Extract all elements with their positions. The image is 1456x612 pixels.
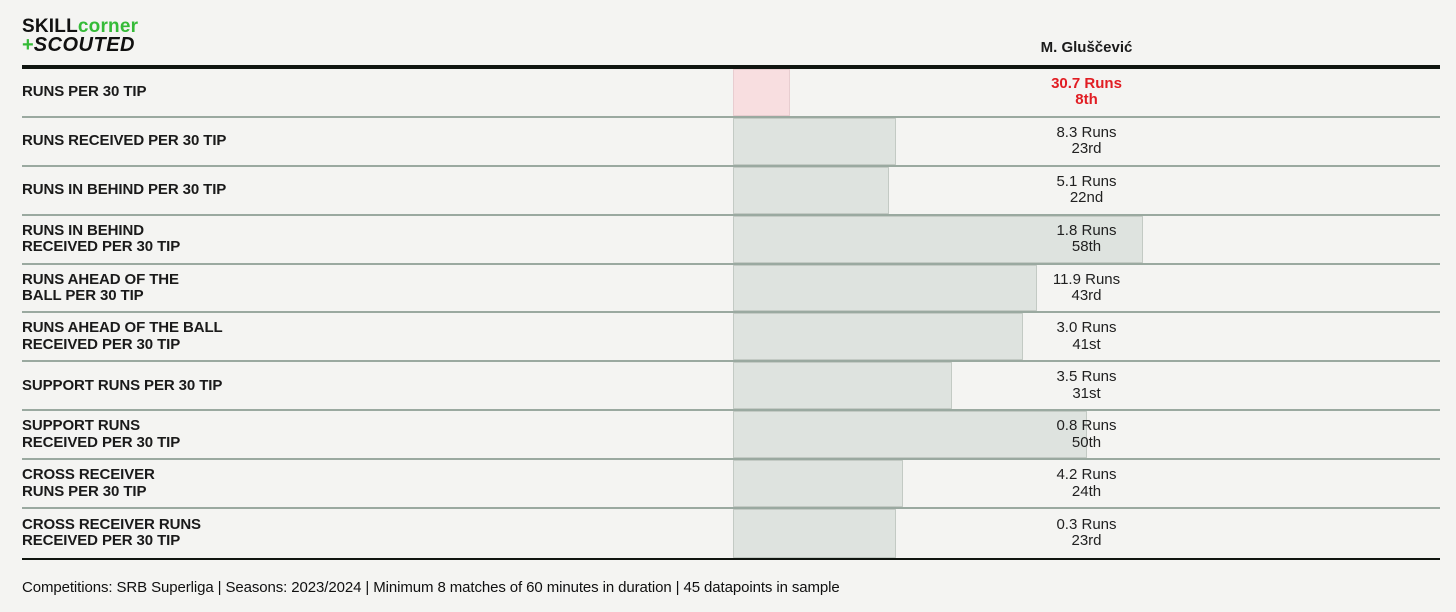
value-percentile-text: 22nd: [1069, 189, 1104, 207]
bar-track: 11.9 Runs 43rd: [733, 264, 1440, 312]
logo-corner-text: corner: [77, 16, 139, 37]
metric-label: CROSS RECEIVER RUNS RECEIVED PER 30 TIP: [22, 515, 201, 550]
player-name: M. Gluščević: [1040, 39, 1133, 56]
value-runs-text: 30.7 Runs: [1051, 74, 1122, 92]
logo-plus-icon: +: [22, 34, 34, 56]
value-runs-text: 4.2 Runs: [1056, 466, 1117, 484]
bar-track: 0.8 Runs 50th: [733, 411, 1440, 459]
logo-skill-text: SKILL: [22, 16, 78, 37]
metric-label: CROSS RECEIVER RUNS PER 30 TIP: [22, 466, 155, 500]
metric-row: RUNS IN BEHIND PER 30 TIP 5.1 Runs 22nd: [22, 166, 1440, 216]
bar-track: 1.8 Runs 58th: [733, 215, 1440, 263]
bar-track: 8.3 Runs 23rd: [733, 117, 1440, 165]
value-runs-text: 0.8 Runs: [1056, 417, 1117, 435]
metric-row: CROSS RECEIVER RUNS RECEIVED PER 30 TIP 0…: [22, 509, 1440, 558]
value-percentile-text: 50th: [1071, 433, 1102, 451]
metric-row: RUNS AHEAD OF THE BALL RECEIVED PER 30 TI…: [22, 313, 1440, 363]
value-label: 3.5 Runs 31st: [733, 362, 1440, 409]
value-percentile-text: 41st: [1072, 335, 1101, 353]
value-runs-text: 1.8 Runs: [1056, 221, 1117, 239]
percentile-bar: [733, 362, 953, 410]
value-label: 1.8 Runs 58th: [733, 216, 1440, 263]
percentile-bar: [733, 166, 889, 214]
header-left: SKILLcorner +SCOUTED: [22, 0, 733, 65]
metric-label: RUNS IN BEHIND RECEIVED PER 30 TIP: [22, 221, 181, 256]
value-percentile-text: 23rd: [1071, 140, 1102, 158]
logo-line-1: SKILLcorner: [22, 17, 138, 36]
bar-track: 3.0 Runs 41st: [733, 313, 1440, 361]
value-label: 30.7 Runs 8th: [733, 69, 1440, 116]
value-label: 11.9 Runs 43rd: [733, 265, 1440, 312]
footer-note: Competitions: SRB Superliga | Seasons: 2…: [22, 578, 840, 596]
skillcorner-scouted-logo: SKILLcorner +SCOUTED: [22, 17, 138, 55]
bar-track: 30.7 Runs 8th: [733, 69, 1440, 116]
value-label: 0.8 Runs 50th: [733, 411, 1440, 458]
percentile-bar: [733, 69, 790, 116]
value-runs-text: 11.9 Runs: [1052, 270, 1121, 288]
value-label: 5.1 Runs 22nd: [733, 167, 1440, 214]
value-runs-text: 8.3 Runs: [1056, 123, 1117, 141]
value-label: 4.2 Runs 24th: [733, 460, 1440, 507]
bar-track: 3.5 Runs 31st: [733, 362, 1440, 410]
metric-label: RUNS AHEAD OF THE BALL RECEIVED PER 30 TI…: [22, 319, 223, 353]
value-percentile-text: 23rd: [1071, 532, 1102, 550]
metric-label: SUPPORT RUNS PER 30 TIP: [22, 376, 223, 394]
bar-track: 4.2 Runs 24th: [733, 460, 1440, 508]
metric-label: RUNS PER 30 TIP: [22, 83, 147, 101]
logo-line-2: +SCOUTED: [22, 34, 138, 56]
metric-label: SUPPORT RUNS RECEIVED PER 30 TIP: [22, 417, 181, 451]
metric-row: CROSS RECEIVER RUNS PER 30 TIP 4.2 Runs 2…: [22, 460, 1440, 510]
percentile-bar: [733, 509, 896, 558]
value-percentile-text: 43rd: [1071, 287, 1102, 304]
percentile-bar: [733, 264, 1037, 312]
percentile-bar: [733, 117, 896, 165]
metric-row: SUPPORT RUNS RECEIVED PER 30 TIP 0.8 Runs…: [22, 411, 1440, 461]
metric-label: RUNS IN BEHIND PER 30 TIP: [22, 180, 227, 198]
value-label: 8.3 Runs 23rd: [733, 118, 1440, 165]
value-percentile-text: 8th: [1075, 91, 1098, 109]
value-percentile-text: 58th: [1071, 238, 1102, 256]
metric-label: RUNS RECEIVED PER 30 TIP: [22, 132, 227, 150]
logo-scouted-text: SCOUTED: [33, 34, 135, 56]
value-runs-text: 3.5 Runs: [1056, 368, 1117, 386]
value-percentile-text: 24th: [1071, 482, 1102, 500]
percentile-bar: [733, 460, 903, 508]
report-page: SKILLcorner +SCOUTED M. Gluščević RUNS P…: [22, 0, 1440, 596]
value-runs-text: 5.1 Runs: [1056, 172, 1117, 190]
bar-track: 0.3 Runs 23rd: [733, 509, 1440, 558]
report-header: SKILLcorner +SCOUTED M. Gluščević: [22, 0, 1440, 69]
value-percentile-text: 31st: [1072, 384, 1101, 402]
metric-label: RUNS AHEAD OF THE BALL PER 30 TIP: [22, 270, 179, 304]
metric-row: SUPPORT RUNS PER 30 TIP 3.5 Runs 31st: [22, 362, 1440, 412]
metric-rows: RUNS PER 30 TIP 30.7 Runs 8th RUNS RECEI…: [22, 69, 1440, 560]
header-right: M. Gluščević: [733, 0, 1440, 65]
metric-row: RUNS PER 30 TIP 30.7 Runs 8th: [22, 69, 1440, 118]
metric-row: RUNS IN BEHIND RECEIVED PER 30 TIP 1.8 Ru…: [22, 215, 1440, 265]
value-label: 3.0 Runs 41st: [733, 313, 1440, 360]
metric-row: RUNS RECEIVED PER 30 TIP 8.3 Runs 23rd: [22, 117, 1440, 167]
value-runs-text: 0.3 Runs: [1056, 515, 1117, 533]
value-label: 0.3 Runs 23rd: [733, 509, 1440, 558]
bar-track: 5.1 Runs 22nd: [733, 166, 1440, 214]
value-runs-text: 3.0 Runs: [1056, 319, 1117, 337]
metric-row: RUNS AHEAD OF THE BALL PER 30 TIP 11.9 Ru…: [22, 264, 1440, 314]
percentile-bar: [733, 215, 1144, 263]
percentile-bar: [733, 411, 1087, 459]
percentile-bar: [733, 313, 1023, 361]
